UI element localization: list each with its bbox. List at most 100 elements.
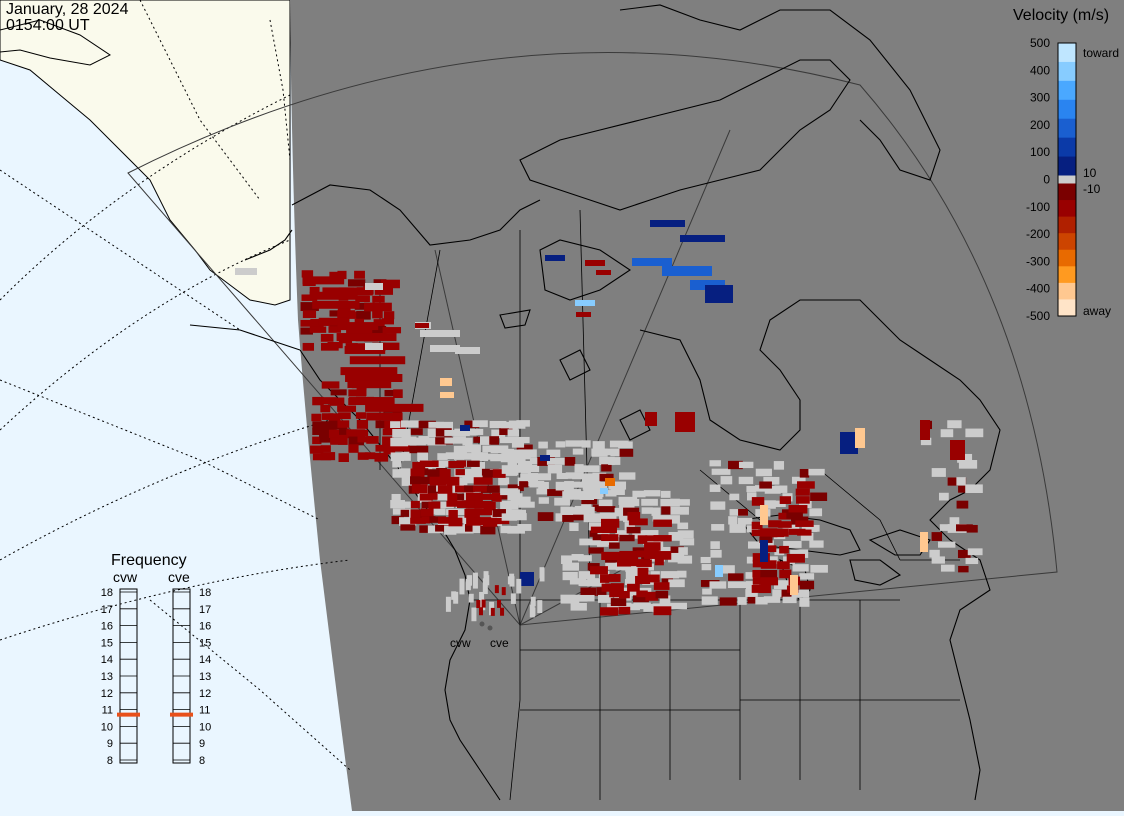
velocity-cell — [653, 606, 672, 616]
velocity-cell — [374, 452, 389, 462]
velocity-cell — [569, 522, 579, 531]
velocity-cell — [636, 559, 652, 567]
velocity-cell — [738, 461, 754, 469]
velocity-cell — [600, 518, 620, 528]
velocity-cell — [391, 516, 404, 525]
velocity-cell — [644, 574, 660, 583]
velocity-cell — [337, 437, 348, 445]
nightside-region — [290, 0, 1124, 811]
velocity-cell — [799, 500, 812, 509]
frequency-marker — [117, 712, 140, 717]
velocity-cell — [760, 569, 778, 579]
velocity-cell — [587, 578, 606, 587]
velocity-cell — [956, 500, 969, 509]
velocity-cell — [810, 564, 828, 573]
velocity-cell — [710, 541, 720, 549]
velocity-cell — [437, 453, 448, 460]
velocity-tick-label: 300 — [1030, 91, 1050, 105]
velocity-cell — [393, 389, 403, 398]
velocity-cell — [336, 333, 397, 342]
velocity-cell — [392, 412, 403, 422]
velocity-cell — [438, 517, 457, 524]
velocity-cell — [597, 594, 613, 603]
velocity-cell — [453, 436, 466, 444]
velocity-cell — [610, 488, 625, 496]
velocity-cell — [520, 572, 534, 586]
radar-label-cvw: cvw — [450, 636, 471, 650]
velocity-cell — [312, 428, 326, 435]
velocity-cell — [428, 421, 445, 428]
velocity-cell — [430, 345, 460, 352]
velocity-cell — [799, 580, 815, 590]
velocity-cell — [318, 317, 350, 326]
velocity-cell — [668, 554, 685, 563]
velocity-cell — [654, 551, 672, 560]
velocity-cell — [546, 457, 565, 465]
velocity-cell — [373, 319, 385, 327]
velocity-cell — [700, 556, 711, 564]
velocity-cell — [751, 497, 765, 506]
velocity-cell — [435, 437, 453, 445]
velocity-cell — [729, 524, 746, 533]
velocity-cell — [510, 489, 520, 499]
frequency-tick-label: 11 — [102, 705, 113, 717]
velocity-cell — [478, 607, 483, 616]
velocity-cell — [764, 500, 776, 509]
velocity-cell — [446, 476, 460, 486]
velocity-cell — [619, 550, 639, 560]
velocity-cell — [320, 334, 334, 342]
frequency-tick-label: 16 — [101, 621, 113, 633]
velocity-cell — [643, 538, 660, 546]
velocity-cell — [440, 392, 454, 398]
velocity-cell — [710, 549, 722, 558]
velocity-cell — [459, 578, 465, 595]
velocity-cell — [518, 449, 537, 458]
velocity-cell — [967, 548, 983, 556]
velocity-cell — [418, 436, 430, 445]
frequency-tick-label: 15 — [199, 637, 211, 649]
velocity-cell — [653, 582, 670, 590]
velocity-cell — [302, 310, 317, 319]
velocity-cell — [588, 490, 603, 500]
velocity-cell — [651, 507, 661, 516]
velocity-cell — [719, 565, 735, 574]
colorbar-segment-away — [1058, 183, 1076, 201]
velocity-cell — [415, 323, 429, 328]
velocity-cell — [728, 516, 738, 525]
velocity-cell — [463, 428, 478, 436]
velocity-cell — [419, 460, 439, 468]
toward-label: toward — [1083, 46, 1119, 60]
velocity-cell — [796, 496, 810, 504]
velocity-cell — [615, 530, 629, 538]
velocity-cell — [490, 445, 509, 454]
velocity-cell — [555, 481, 571, 491]
frequency-tick-label: 16 — [199, 621, 211, 633]
velocity-cell — [453, 477, 468, 486]
velocity-cell — [607, 538, 619, 546]
velocity-cell — [507, 429, 520, 437]
velocity-cell — [347, 279, 366, 287]
velocity-cell — [720, 476, 733, 485]
velocity-cell — [790, 575, 798, 595]
velocity-cell — [728, 460, 743, 470]
velocity-cell — [625, 603, 640, 611]
velocity-cell — [410, 468, 425, 478]
velocity-cell — [491, 493, 502, 502]
velocity-cell — [601, 464, 612, 472]
velocity-cell — [330, 389, 347, 396]
velocity-cell — [610, 583, 624, 592]
velocity-cell — [679, 538, 695, 546]
velocity-cell — [799, 597, 810, 607]
velocity-cell — [454, 524, 474, 534]
velocity-cell — [660, 571, 680, 579]
velocity-cell — [300, 302, 319, 312]
velocity-cell — [939, 524, 950, 531]
velocity-cell — [569, 563, 579, 571]
velocity-cell — [759, 536, 773, 543]
velocity-cell — [659, 595, 671, 605]
velocity-tick-label: -100 — [1026, 200, 1050, 214]
velocity-cell — [668, 579, 685, 588]
velocity-cell — [782, 596, 797, 604]
velocity-cell — [572, 448, 584, 455]
time-label: 0154:00 UT — [6, 17, 90, 34]
